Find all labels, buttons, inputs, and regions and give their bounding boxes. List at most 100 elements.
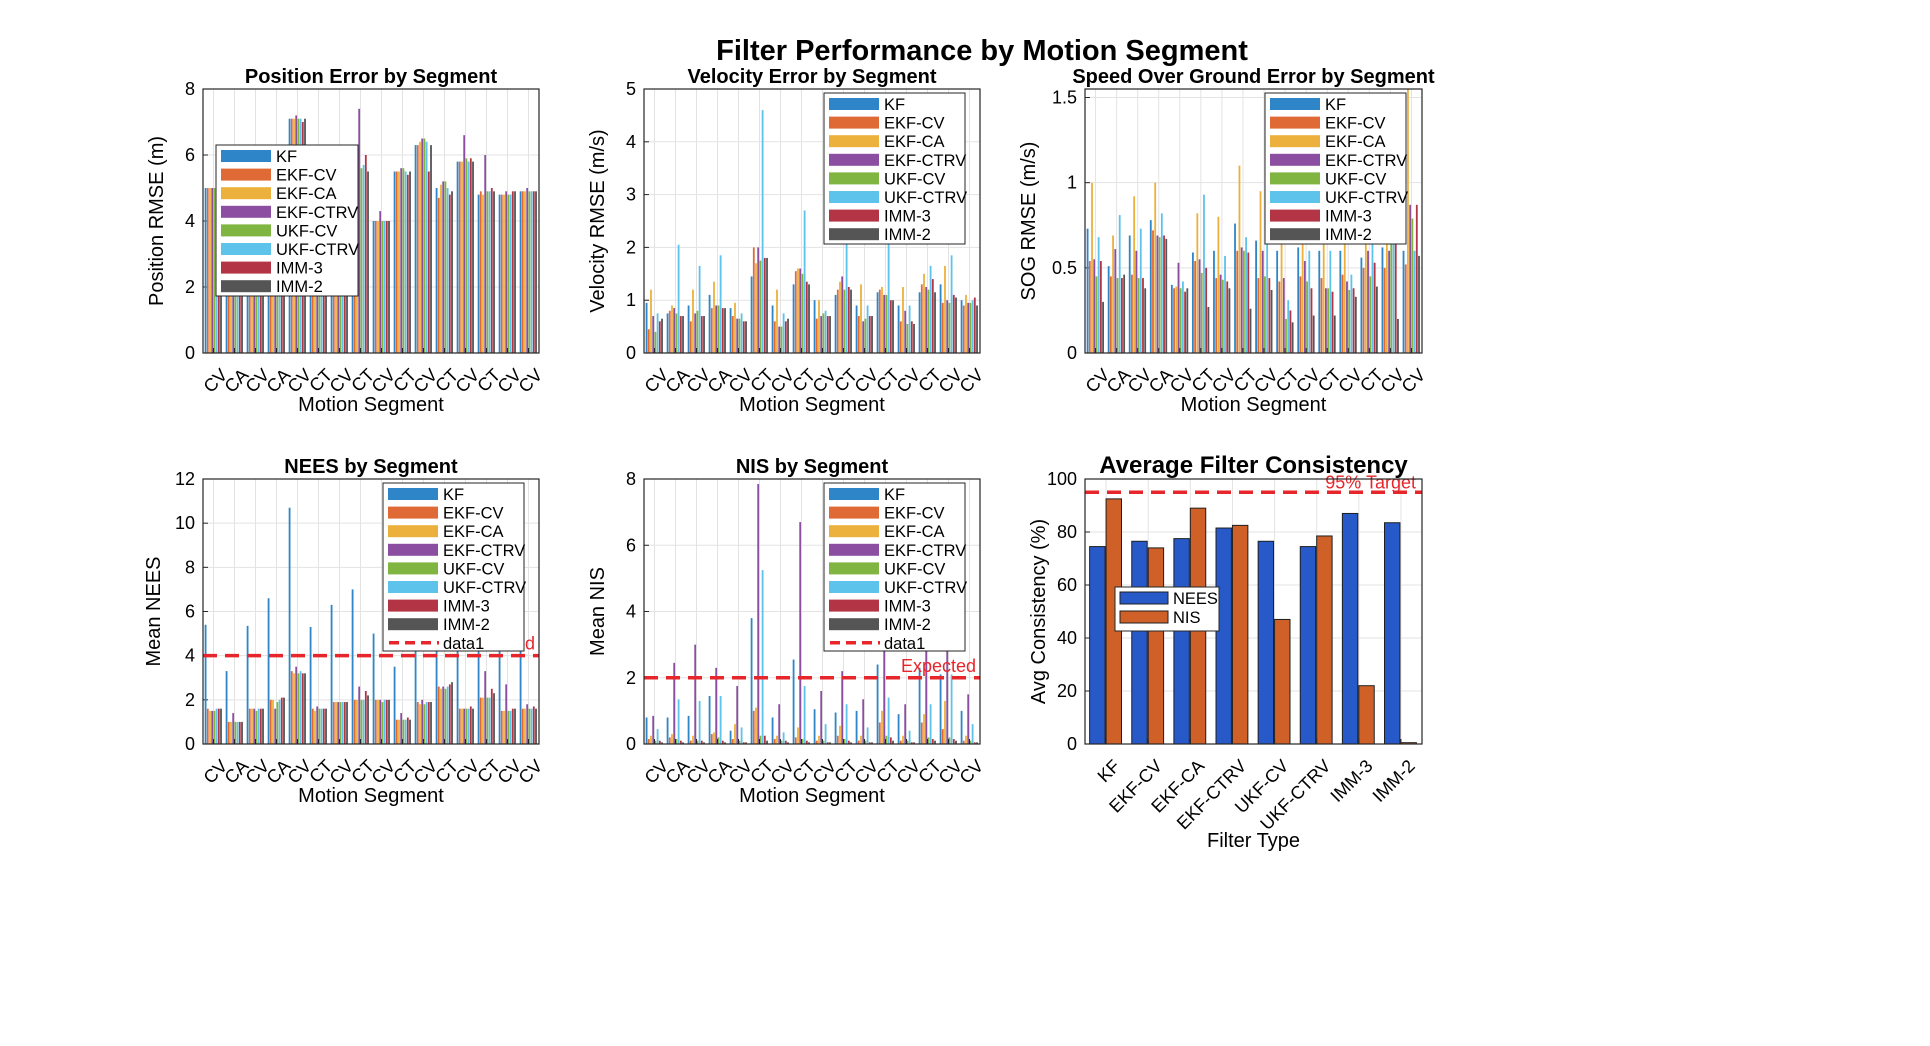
bar-nees-5 xyxy=(1299,546,1317,745)
bar-ekf-ctrv-9 xyxy=(841,671,844,744)
bar-kf-11 xyxy=(1318,250,1321,353)
bar-imm-3-10 xyxy=(868,742,871,744)
bar-ekf-cv-6 xyxy=(773,739,776,744)
bar-imm-3-0 xyxy=(1099,261,1102,353)
bar-ekf-ca-15 xyxy=(524,708,526,744)
bar-ekf-ca-15 xyxy=(1407,89,1409,353)
bar-ekf-cv-11 xyxy=(878,289,881,353)
bar-ekf-ca-2 xyxy=(692,289,694,353)
bar-ekf-ctrv-2 xyxy=(694,644,697,744)
bar-kf-0 xyxy=(204,188,207,353)
x-axis-label: Motion Segment xyxy=(298,785,444,807)
bar-ekf-ca-3 xyxy=(1154,182,1157,353)
y-tick-label: 0.5 xyxy=(1052,258,1077,278)
bar-ekf-ca-3 xyxy=(713,281,715,353)
legend-label: KF xyxy=(276,148,297,166)
legend-swatch xyxy=(829,581,879,593)
bar-ekf-ca-6 xyxy=(776,289,778,353)
axes-box xyxy=(643,478,981,745)
bar-ekf-cv-12 xyxy=(899,321,902,353)
bar-ukf-ctrv-2 xyxy=(257,708,260,744)
legend-label: IMM-2 xyxy=(276,278,323,296)
bar-imm-3-8 xyxy=(826,316,829,353)
bar-ekf-ctrv-1 xyxy=(1114,249,1117,353)
bar-ekf-cv-11 xyxy=(437,197,440,353)
legend-swatch xyxy=(221,261,271,274)
y-axis-label: Avg Consistency (%) xyxy=(1028,519,1050,704)
figure-title: Filter Performance by Motion Segment xyxy=(716,35,1248,67)
axis-title: NIS by Segment xyxy=(736,456,889,478)
bar-kf-15 xyxy=(960,300,963,353)
bar-ukf-ctrv-2 xyxy=(698,265,701,353)
bar-ukf-cv-14 xyxy=(507,710,510,744)
bar-kf-3 xyxy=(267,598,270,744)
x-tick-label: CV xyxy=(1398,365,1430,397)
x-tick-label: IMM-3 xyxy=(1326,756,1376,806)
bar-ekf-ctrv-12 xyxy=(904,704,907,744)
bar-imm-3-13 xyxy=(490,688,493,744)
bar-ekf-ca-5 xyxy=(755,263,757,353)
bar-ukf-ctrv-10 xyxy=(425,702,428,744)
bar-kf-8 xyxy=(813,300,816,353)
bar-ekf-cv-14 xyxy=(500,710,503,744)
bar-ukf-ctrv-3 xyxy=(719,695,722,744)
x-axis-label: Motion Segment xyxy=(1181,394,1327,416)
bar-ekf-cv-13 xyxy=(1362,267,1365,353)
bar-ukf-cv-7 xyxy=(360,699,363,744)
bar-ekf-ctrv-5 xyxy=(757,483,760,744)
bar-ekf-ctrv-1 xyxy=(673,308,676,353)
bar-imm-2-12 xyxy=(1354,296,1357,353)
bar-imm-2-4 xyxy=(745,321,747,353)
bar-ukf-cv-9 xyxy=(402,719,405,744)
bar-kf-13 xyxy=(477,642,480,744)
y-tick-label: 12 xyxy=(175,469,195,489)
bar-imm-3-7 xyxy=(364,691,367,744)
bar-ukf-cv-4 xyxy=(738,740,741,744)
bar-imm-2-9 xyxy=(850,742,852,744)
y-tick-label: 1 xyxy=(626,290,636,310)
bar-imm-3-8 xyxy=(826,742,829,744)
bar-ukf-ctrv-1 xyxy=(1118,215,1121,353)
bar-ukf-cv-10 xyxy=(864,318,867,353)
bar-ekf-ctrv-11 xyxy=(1325,288,1327,353)
bar-kf-2 xyxy=(1128,235,1131,353)
bar-nees-4 xyxy=(1257,540,1275,745)
bar-imm-2-12 xyxy=(472,161,474,353)
axis-title: Average Filter Consistency xyxy=(1099,452,1408,479)
bar-ukf-cv-13 xyxy=(486,191,489,353)
axes-box xyxy=(202,88,540,354)
bar-ekf-ctrv-15 xyxy=(967,694,970,744)
bar-imm-3-9 xyxy=(406,717,409,744)
bar-imm-3-3 xyxy=(280,697,283,744)
bar-ukf-cv-3 xyxy=(1158,237,1161,353)
bar-ekf-ca-8 xyxy=(818,300,820,353)
bar-nis-6 xyxy=(1358,685,1375,745)
bar-ukf-cv-8 xyxy=(381,221,384,353)
panel-3: 00.511.5CVCACVCACVCTCVCTCVCTCVCTCVCTCVCV… xyxy=(1018,66,1435,416)
bar-imm-3-13 xyxy=(1373,262,1376,353)
y-tick-label: 0 xyxy=(626,343,636,363)
bar-imm-3-0 xyxy=(658,740,661,744)
legend-swatch xyxy=(221,224,271,237)
bar-ekf-cv-13 xyxy=(479,191,482,353)
bar-ekf-cv-11 xyxy=(437,686,440,744)
bar-ekf-ctrv-3 xyxy=(715,305,718,353)
bar-ukf-ctrv-1 xyxy=(236,721,239,744)
bar-ukf-ctrv-14 xyxy=(1392,233,1395,353)
legend-label: EKF-CTRV xyxy=(1325,152,1407,170)
bar-ukf-cv-9 xyxy=(1285,318,1287,353)
bar-ukf-ctrv-15 xyxy=(971,300,974,353)
legend-label: EKF-CTRV xyxy=(276,204,358,222)
bar-ekf-ca-11 xyxy=(440,688,442,744)
y-tick-label: 8 xyxy=(185,557,195,577)
bar-imm-2-14 xyxy=(1397,318,1399,353)
bar-imm-2-3 xyxy=(1165,238,1168,353)
bar-ekf-ca-2 xyxy=(251,708,253,744)
bar-ekf-ca-9 xyxy=(839,281,841,353)
bar-ekf-ca-5 xyxy=(1196,213,1199,353)
bar-imm-3-4 xyxy=(742,742,745,744)
axes-box xyxy=(643,88,981,354)
bar-ekf-cv-10 xyxy=(416,702,419,744)
y-tick-label: 20 xyxy=(1057,681,1077,701)
